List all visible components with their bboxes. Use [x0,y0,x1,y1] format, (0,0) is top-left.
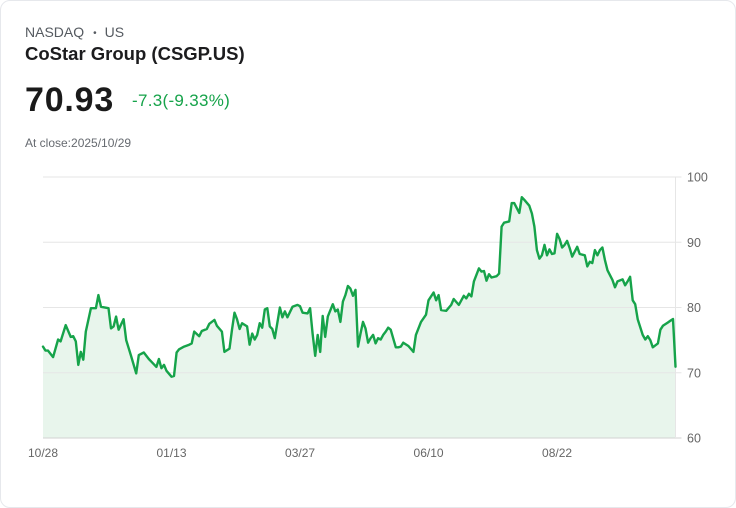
x-axis-label: 01/13 [157,446,187,460]
close-info: At close:2025/10/29 [25,136,131,151]
close-date: 2025/10/29 [71,136,132,150]
y-axis-label: 100 [687,171,708,185]
price-area-fill [43,197,676,438]
y-axis-label: 80 [687,301,701,315]
exchange-name: NASDAQ [25,24,85,40]
region-label: US [104,24,125,40]
exchange-info: NASDAQ • US [25,23,124,43]
x-axis-label: 10/28 [28,446,58,460]
x-axis-label: 08/22 [542,446,572,460]
close-label: At close: [25,136,72,150]
price-line [41,196,677,378]
separator-dot-icon: • [93,28,97,39]
x-axis-label: 03/27 [285,446,315,460]
price-change: -7.3(-9.33%) [132,91,231,110]
y-axis-label: 70 [687,366,701,380]
y-axis-label: 90 [687,236,701,250]
y-axis-label: 60 [687,432,701,446]
x-axis-label: 06/10 [414,446,444,460]
stock-title: CoStar Group (CSGP.US) [25,43,245,64]
last-price: 70.93 [25,81,115,119]
